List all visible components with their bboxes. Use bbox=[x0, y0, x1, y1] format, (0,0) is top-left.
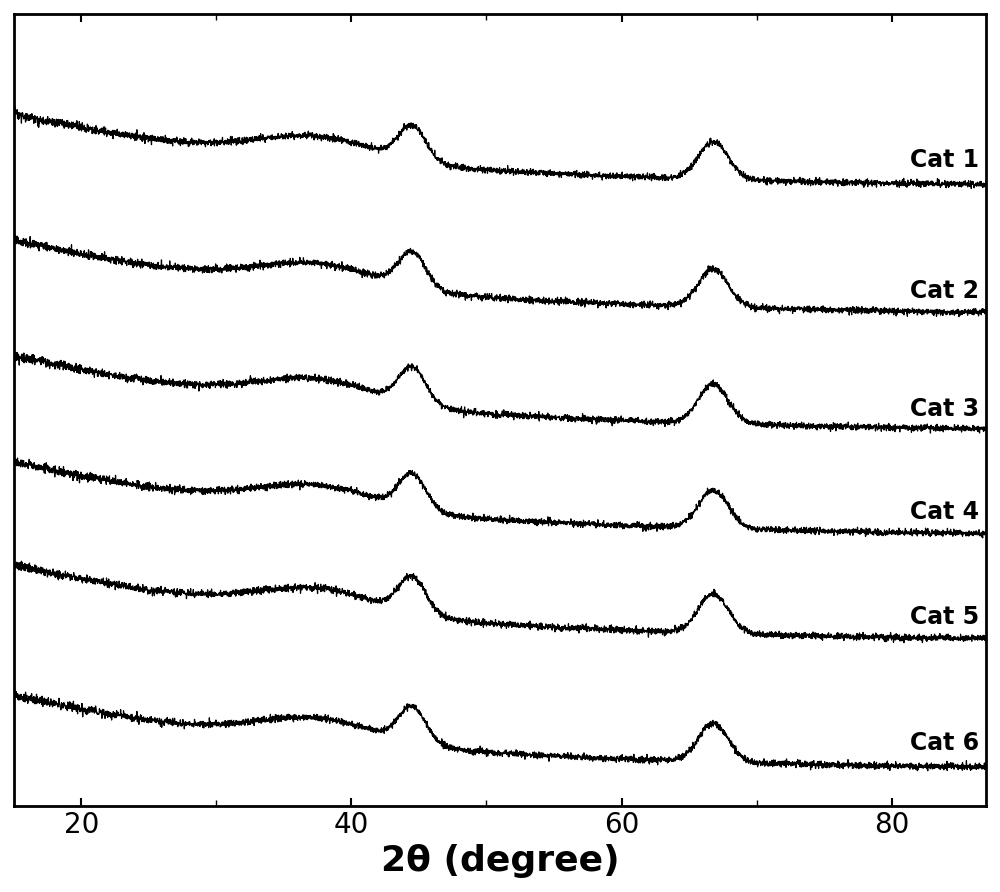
Text: Cat 3: Cat 3 bbox=[910, 398, 979, 421]
Text: Cat 1: Cat 1 bbox=[910, 147, 979, 171]
Text: Cat 4: Cat 4 bbox=[910, 500, 979, 524]
Text: Cat 2: Cat 2 bbox=[910, 279, 979, 303]
Text: Cat 6: Cat 6 bbox=[910, 731, 979, 756]
Text: Cat 5: Cat 5 bbox=[910, 605, 979, 629]
X-axis label: 2θ (degree): 2θ (degree) bbox=[381, 844, 619, 878]
